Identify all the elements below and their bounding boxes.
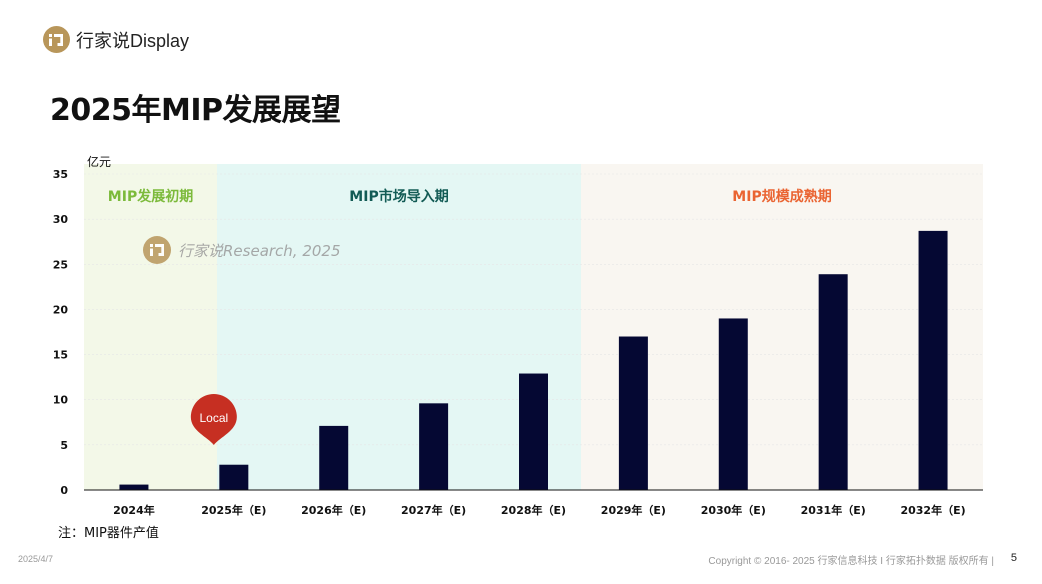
y-tick-label: 25: [53, 258, 68, 271]
footer-copyright: Copyright © 2016- 2025 行家信息科技 I 行家拓扑数据 版…: [708, 556, 994, 567]
bar: [119, 484, 149, 490]
phase-band: [581, 164, 983, 490]
y-tick-label: 20: [53, 303, 69, 316]
phase-band: [84, 164, 217, 490]
x-tick-label: 2025年（E): [201, 503, 266, 517]
y-tick-label: 0: [60, 484, 68, 497]
x-tick-label: 2030年（E): [701, 503, 766, 517]
bar: [618, 336, 648, 490]
local-marker: Local: [190, 394, 237, 445]
y-tick-label: 15: [53, 349, 68, 362]
x-tick-label: 2027年（E): [401, 503, 466, 517]
brand-logo: 行家说Display: [43, 26, 189, 53]
bar: [219, 464, 249, 490]
map-pin-icon: [190, 394, 237, 445]
y-tick-label: 10: [53, 394, 69, 407]
phase-label: MIP发展初期: [108, 188, 193, 205]
page-title: 2025年MIP发展展望: [50, 93, 341, 128]
y-tick-label: 30: [53, 213, 69, 226]
y-tick-label: 5: [60, 439, 68, 452]
y-tick-label: 35: [53, 168, 68, 181]
footer-date: 2025/4/7: [18, 554, 54, 564]
brand-name: 行家说Display: [76, 30, 190, 51]
watermark-logo-icon: [143, 236, 171, 264]
y-axis-label: 亿元: [87, 154, 111, 169]
brand-logo-icon: [43, 26, 70, 53]
phase-label: MIP市场导入期: [349, 188, 448, 205]
bar: [419, 403, 449, 490]
x-tick-label: 2029年（E): [601, 503, 666, 517]
x-tick-label: 2028年（E): [501, 503, 566, 517]
marker-label: Local: [199, 411, 228, 425]
page-number: 5: [1010, 552, 1017, 564]
bar: [519, 373, 548, 490]
x-tick-label: 2024年: [113, 503, 155, 517]
chart-note: 注：MIP器件产值: [58, 526, 159, 541]
bar: [718, 318, 748, 490]
bar: [818, 274, 848, 490]
watermark-text: 行家说Research, 2025: [178, 242, 341, 260]
bar: [319, 425, 349, 490]
bar: [918, 230, 948, 490]
watermark: 行家说Research, 2025: [143, 236, 341, 264]
x-tick-label: 2031年（E): [801, 503, 866, 517]
watermark-logo-glyph: [150, 244, 164, 256]
x-tick-label: 2032年（E): [900, 503, 965, 517]
phase-label: MIP规模成熟期: [732, 188, 831, 205]
x-tick-label: 2026年（E): [301, 503, 366, 517]
